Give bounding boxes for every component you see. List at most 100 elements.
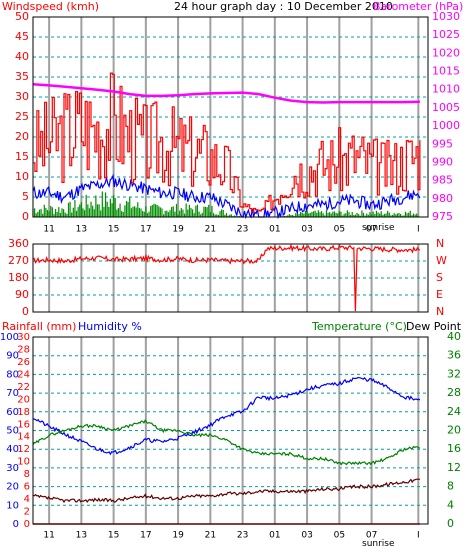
wind-series [32, 72, 421, 220]
x-tick-label: 11 [43, 225, 54, 235]
barometer-tick-label: 990 [432, 155, 453, 168]
rainfall-tick-label: 10 [17, 457, 30, 468]
rainfall-tick-label: 6 [24, 482, 30, 493]
windspeed-tick-label: 35 [15, 70, 29, 83]
direction-compass-tick-label: S [436, 271, 443, 284]
x-tick-label: I [417, 225, 420, 235]
temperature-tick-label: 0 [447, 517, 454, 530]
x-tick-label: 23 [237, 225, 248, 235]
rainfall-tick-label: 16 [17, 419, 30, 430]
barometer-tick-label: 1005 [432, 101, 460, 114]
direction-compass-tick-label: N [436, 237, 444, 250]
humidity-tick-label: 90 [6, 351, 19, 362]
humidity-tick-label: 80 [6, 369, 19, 380]
x-tick-label: 05 [334, 531, 345, 541]
direction-degree-tick-label: 0 [22, 305, 29, 318]
x-tick-label: I [417, 531, 420, 541]
climate-plot-frame [32, 336, 429, 525]
humidity-tick-label: 0 [13, 519, 19, 530]
direction-degree-tick-label: 360 [8, 237, 29, 250]
temperature-tick-label: 20 [447, 424, 461, 437]
windspeed-tick-label: 15 [15, 150, 29, 163]
rainfall-tick-label: 8 [24, 469, 30, 480]
rainfall-tick-label: 30 [17, 332, 30, 343]
barometer-line [32, 83, 420, 104]
direction-degree-tick-label: 270 [8, 254, 29, 267]
direction-compass-tick-label: E [436, 288, 443, 301]
x-tick-label: 15 [108, 225, 119, 235]
direction-degree-tick-label: 90 [15, 288, 29, 301]
barometer-tick-label: 985 [432, 174, 453, 187]
humidity-tick-label: 70 [6, 388, 19, 399]
dew-point-line [32, 478, 420, 504]
temperature-tick-label: 16 [447, 442, 461, 455]
wind-grid [33, 17, 428, 217]
x-tick-label: 17 [140, 225, 151, 235]
direction-degree-tick-label: 180 [8, 271, 29, 284]
barometer-tick-label: 1015 [432, 65, 460, 78]
windspeed-tick-label: 40 [15, 50, 29, 63]
gust-wind-line [33, 72, 421, 213]
x-tick-label: 23 [237, 531, 248, 541]
humidity-tick-label: 40 [6, 444, 19, 455]
humidity-tick-label: 50 [6, 426, 19, 437]
x-tick-label: 11 [43, 531, 54, 541]
x-tick-label: 01 [269, 225, 280, 235]
temperature-tick-label: 24 [447, 405, 461, 418]
average-wind-line [32, 173, 421, 220]
climate-grid [33, 337, 428, 524]
x-tick-label: 03 [301, 531, 312, 541]
barometer-axis-title: Barometer (hPa) [373, 0, 463, 13]
graph-title: 24 hour graph day : 10 December 2010 [174, 0, 393, 13]
rainfall-tick-label: 24 [17, 369, 30, 380]
humidity-line [32, 376, 421, 456]
barometer-tick-label: 1010 [432, 83, 460, 96]
rainfall-tick-label: 22 [17, 382, 30, 393]
x-tick-label: 03 [301, 225, 312, 235]
direction-grid [33, 244, 428, 312]
windspeed-tick-label: 50 [15, 10, 29, 23]
temperature-line [32, 418, 420, 466]
windspeed-tick-label: 0 [22, 210, 29, 223]
barometer-tick-label: 1030 [432, 10, 460, 23]
temperature-tick-label: 28 [447, 386, 461, 399]
wind-direction-line [32, 243, 421, 312]
rainfall-axis-title: Rainfall (mm) [2, 320, 76, 333]
windspeed-tick-label: 25 [15, 110, 29, 123]
humidity-tick-label: 100 [0, 332, 19, 343]
rainfall-tick-label: 14 [17, 432, 30, 443]
temperature-tick-label: 32 [447, 367, 461, 380]
rainfall-tick-label: 2 [24, 507, 30, 518]
temperature-tick-label: 8 [447, 480, 454, 493]
barometer-tick-label: 975 [432, 210, 453, 223]
x-tick-label: 13 [76, 531, 87, 541]
temperature-axis-title: Temperature (°C) [311, 320, 407, 333]
x-tick-label: 07 [366, 225, 377, 235]
rainfall-tick-label: 18 [17, 407, 30, 418]
windspeed-tick-label: 10 [15, 170, 29, 183]
climate-sunrise-label: sunrise [362, 539, 395, 549]
direction-compass-tick-label: W [436, 254, 447, 267]
rainfall-tick-label: 26 [17, 357, 30, 368]
x-tick-label: 19 [172, 531, 184, 541]
temperature-tick-label: 12 [447, 461, 461, 474]
direction-compass-tick-label: N [436, 305, 444, 318]
x-tick-label: 19 [172, 225, 184, 235]
barometer-tick-label: 1000 [432, 119, 460, 132]
windspeed-tick-label: 30 [15, 90, 29, 103]
x-tick-label: 15 [108, 531, 119, 541]
x-tick-label: 21 [205, 225, 216, 235]
windspeed-tick-label: 5 [22, 190, 29, 203]
humidity-tick-label: 10 [6, 500, 19, 511]
rainfall-tick-label: 12 [17, 444, 30, 455]
rainfall-tick-label: 28 [17, 344, 30, 355]
